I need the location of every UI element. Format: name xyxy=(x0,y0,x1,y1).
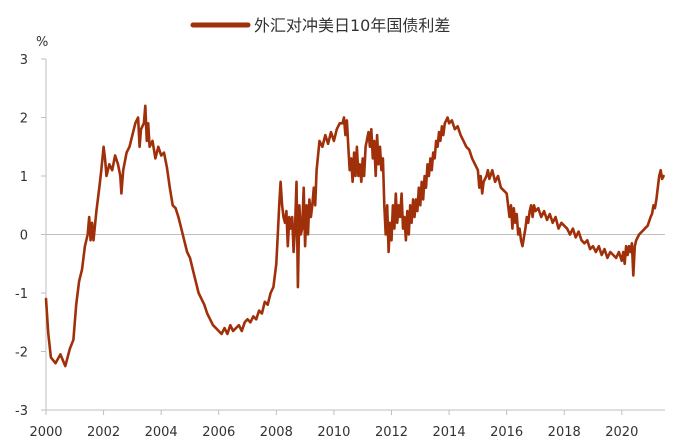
y-tick-label: 3 xyxy=(20,53,28,68)
legend: 外汇对冲美日10年国债利差 xyxy=(190,16,450,35)
legend-label: 外汇对冲美日10年国债利差 xyxy=(254,16,450,35)
x-tick-label: 2014 xyxy=(433,425,466,440)
x-tick-label: 2000 xyxy=(29,425,62,440)
axes xyxy=(45,59,665,411)
series-line xyxy=(44,104,665,368)
x-tick-label: 2012 xyxy=(375,425,408,440)
x-tick-label: 2006 xyxy=(202,425,235,440)
x-tick-label: 2020 xyxy=(605,425,638,440)
y-tick-label: -1 xyxy=(15,287,28,302)
y-tick-label: 1 xyxy=(20,170,28,185)
y-tick-label: 2 xyxy=(20,112,28,127)
x-tick-label: 2004 xyxy=(145,425,178,440)
x-tick-label: 2002 xyxy=(87,425,120,440)
y-axis-unit-label: % xyxy=(36,35,48,50)
x-tick-label: 2018 xyxy=(548,425,581,440)
x-tick-label: 2016 xyxy=(490,425,523,440)
x-tick-label: 2010 xyxy=(317,425,350,440)
y-tick-label: -2 xyxy=(15,346,28,361)
y-axis-ticks: 3 2 1 0 -1 -2 -3 xyxy=(15,53,46,419)
y-tick-label: 0 xyxy=(20,229,28,244)
x-tick-label: 2008 xyxy=(260,425,293,440)
x-axis-ticks: 2000 2002 2004 2006 2008 2010 2012 2014 2016 2018… xyxy=(29,410,638,440)
y-tick-label: -3 xyxy=(15,404,28,419)
